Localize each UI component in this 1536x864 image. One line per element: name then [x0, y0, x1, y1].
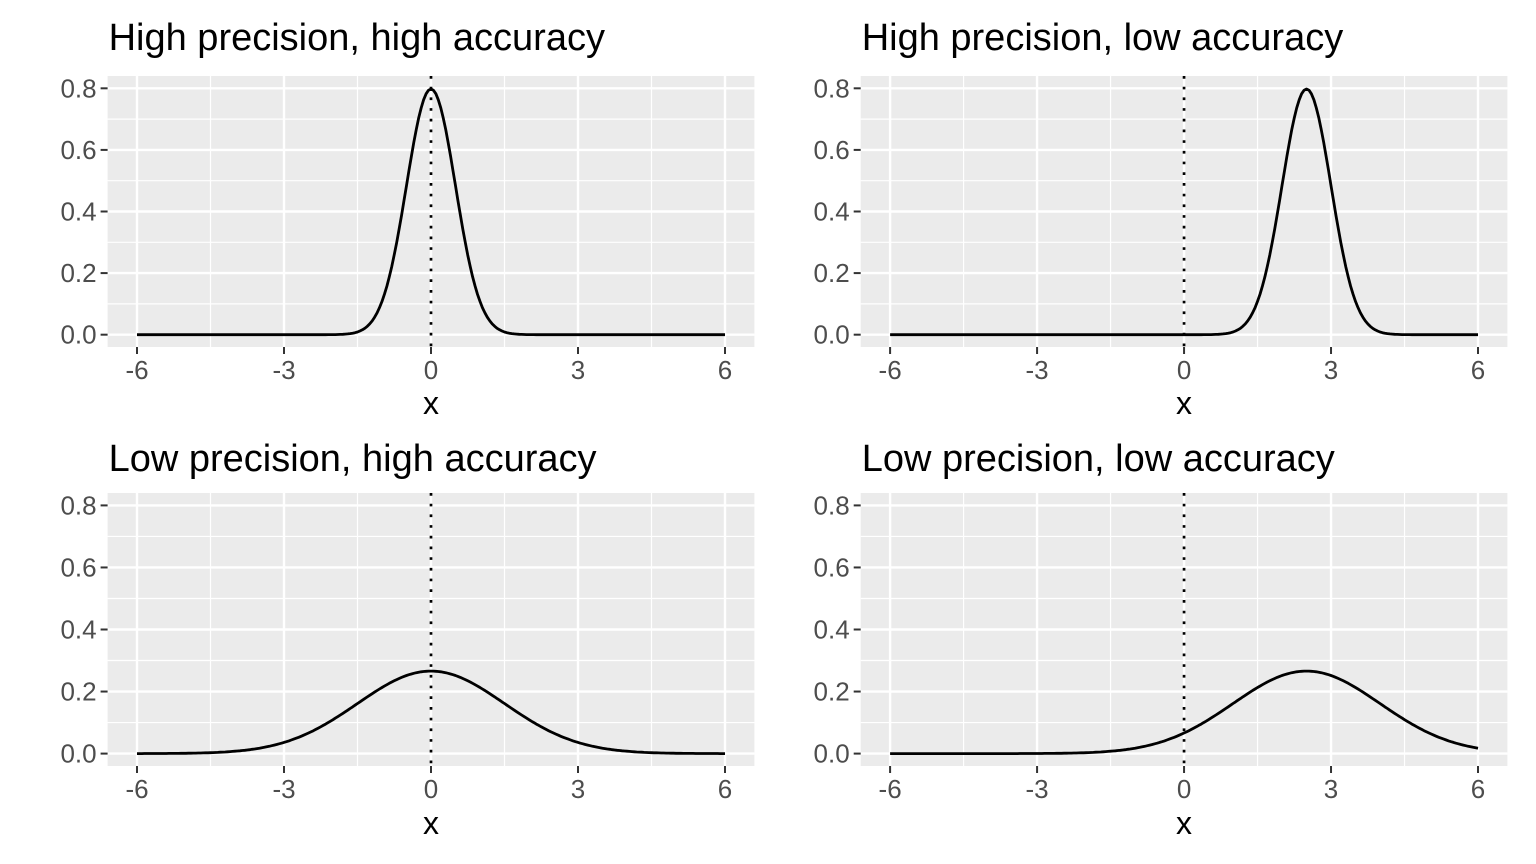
- chart-canvas: 0.0 0.2 0.4 0.6 0.8 -6 -3 0 3 6 High precision, …: [60, 17, 755, 421]
- x-axis-tick-labels: -6 -3 0 3 6: [879, 355, 1486, 385]
- x-tick-label: 6: [1471, 355, 1485, 385]
- x-tick-label: 0: [1177, 774, 1191, 804]
- y-tick-label: 0.4: [60, 615, 96, 645]
- x-axis-label: x: [1176, 805, 1192, 841]
- x-tick-label: -3: [1026, 355, 1049, 385]
- subplot-bottom-left: 0.0 0.2 0.4 0.6 0.8 -6 -3 0 3 6 Low precision, h…: [0, 432, 768, 864]
- y-tick-label: 0.6: [60, 552, 96, 582]
- y-tick-label: 0.4: [814, 197, 850, 227]
- axis-tick-marks: [853, 87, 1480, 354]
- y-tick-label: 0.2: [814, 677, 850, 707]
- x-axis-tick-labels: -6 -3 0 3 6: [879, 774, 1486, 804]
- axis-tick-marks: [100, 504, 726, 773]
- x-tick-label: 3: [571, 355, 585, 385]
- x-tick-label: -6: [125, 355, 148, 385]
- x-axis-label: x: [1176, 385, 1192, 421]
- x-tick-label: -6: [879, 774, 902, 804]
- y-axis-tick-labels: 0.0 0.2 0.4 0.6 0.8: [60, 73, 96, 349]
- density-curve: [137, 87, 725, 337]
- x-tick-label: 0: [1177, 355, 1191, 385]
- density-curve: [890, 87, 1478, 337]
- y-tick-label: 0.0: [814, 320, 850, 350]
- x-tick-label: -3: [1026, 774, 1049, 804]
- y-axis-tick-labels: 0.0 0.2 0.4 0.6 0.8: [60, 490, 96, 768]
- chart-canvas: 0.0 0.2 0.4 0.6 0.8 -6 -3 0 3 6 Low precision, h…: [60, 438, 755, 841]
- y-tick-label: 0.6: [814, 135, 850, 165]
- axis-tick-marks: [853, 504, 1480, 773]
- x-tick-label: 3: [1324, 355, 1338, 385]
- y-tick-label: 0.6: [60, 135, 96, 165]
- chart-canvas: 0.0 0.2 0.4 0.6 0.8 -6 -3 0 3 6 High precision, …: [814, 17, 1508, 421]
- density-curve: [137, 669, 725, 755]
- subplot-bottom-right: 0.0 0.2 0.4 0.6 0.8 -6 -3 0 3 6 Low precision, l…: [768, 432, 1536, 864]
- x-tick-label: -6: [125, 774, 148, 804]
- x-tick-label: 3: [1324, 774, 1338, 804]
- x-tick-label: 0: [424, 774, 438, 804]
- x-axis-tick-labels: -6 -3 0 3 6: [125, 355, 732, 385]
- y-tick-label: 0.8: [60, 490, 96, 520]
- y-tick-label: 0.0: [60, 739, 96, 769]
- y-tick-label: 0.4: [814, 615, 850, 645]
- y-tick-label: 0.6: [814, 552, 850, 582]
- density-curve: [890, 669, 1479, 755]
- x-tick-label: -3: [272, 355, 295, 385]
- y-tick-label: 0.0: [60, 320, 96, 350]
- chart-title: Low precision, low accuracy: [862, 438, 1335, 480]
- y-tick-label: 0.2: [60, 677, 96, 707]
- chart-canvas: 0.0 0.2 0.4 0.6 0.8 -6 -3 0 3 6 Low precision, l…: [814, 438, 1508, 841]
- x-tick-label: 6: [1471, 774, 1485, 804]
- x-tick-label: -3: [272, 774, 295, 804]
- axis-tick-marks: [100, 87, 726, 354]
- y-tick-label: 0.8: [60, 73, 96, 103]
- chart-title: High precision, low accuracy: [862, 17, 1344, 59]
- gridlines: [860, 76, 1508, 347]
- x-axis-tick-labels: -6 -3 0 3 6: [125, 774, 732, 804]
- y-tick-label: 0.8: [814, 490, 850, 520]
- x-tick-label: 6: [718, 355, 732, 385]
- y-axis-tick-labels: 0.0 0.2 0.4 0.6 0.8: [814, 490, 850, 768]
- y-tick-label: 0.8: [814, 73, 850, 103]
- subplot-top-left: 0.0 0.2 0.4 0.6 0.8 -6 -3 0 3 6 High precision, …: [0, 0, 768, 432]
- y-tick-label: 0.4: [60, 197, 96, 227]
- x-axis-label: x: [423, 385, 439, 421]
- x-axis-label: x: [423, 805, 439, 841]
- y-axis-tick-labels: 0.0 0.2 0.4 0.6 0.8: [814, 73, 850, 349]
- x-tick-label: -6: [879, 355, 902, 385]
- subplot-top-right: 0.0 0.2 0.4 0.6 0.8 -6 -3 0 3 6 High precision, …: [768, 0, 1536, 432]
- chart-title: High precision, high accuracy: [109, 17, 605, 59]
- x-tick-label: 3: [571, 774, 585, 804]
- chart-title: Low precision, high accuracy: [109, 438, 597, 480]
- y-tick-label: 0.2: [60, 258, 96, 288]
- y-tick-label: 0.0: [814, 739, 850, 769]
- x-tick-label: 0: [424, 355, 438, 385]
- x-tick-label: 6: [718, 774, 732, 804]
- y-tick-label: 0.2: [814, 258, 850, 288]
